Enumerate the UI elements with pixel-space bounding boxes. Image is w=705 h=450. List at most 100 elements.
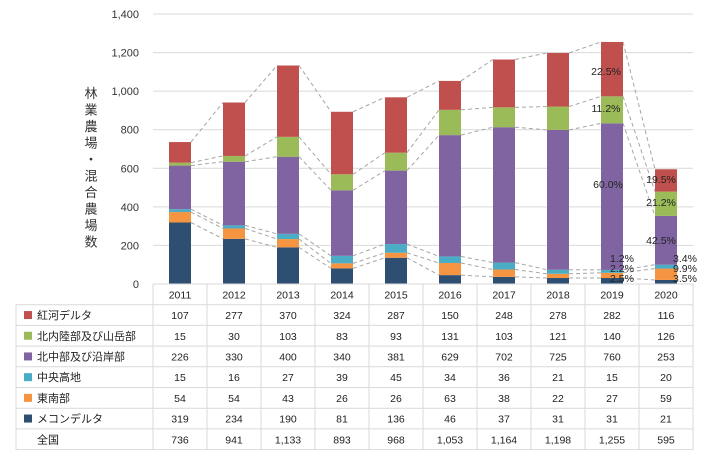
data-label: 400 [279,351,297,363]
data-label: 278 [549,310,567,322]
data-label: 107 [171,310,189,322]
y-axis-title-char: ・ [84,152,97,167]
bar-segment [385,252,407,258]
connector-line [406,109,440,153]
bar-segment [439,135,461,257]
percentage-label: 3.4% [673,253,697,265]
connector-line [190,161,224,167]
bar-segment [277,239,299,248]
data-label: 126 [657,331,675,343]
data-label: 45 [390,372,402,384]
data-label: 319 [171,414,189,426]
data-label: 324 [333,310,351,322]
connector-line [244,227,278,240]
bar-segment [331,174,353,191]
bar-segment [493,127,515,263]
y-axis: 0 200 400 600 800 1,000 1,200 1,400 [111,9,139,291]
x-tick-label: 2015 [384,289,408,301]
percentage-label: 2.2% [610,263,634,275]
y-axis-title-char: 場 [84,218,97,233]
legend-swatch [24,352,32,361]
data-label: 46 [444,414,456,426]
data-label: 21 [552,372,564,384]
data-label: 37 [498,414,510,426]
connector-line [622,123,656,217]
bar-segment [277,65,299,137]
connector-line [190,211,224,229]
bar-segment [547,129,569,270]
connector-line [514,269,548,275]
y-tick-label: 600 [121,163,139,175]
data-label: 282 [603,310,621,322]
connector-line [190,208,224,226]
data-label: 15 [174,331,186,343]
data-label: 31 [552,414,564,426]
bar-segment [169,165,191,210]
bar-segment [547,52,569,107]
connector-line [298,233,332,257]
data-label: 277 [225,310,243,322]
connector-line [460,126,494,136]
legend-swatch [24,414,32,423]
connector-line [406,257,440,276]
data-label: 150 [441,310,459,322]
percentage-annotations: 22.5% 11.2% 60.0% 1.2%2.2%2.5% 19.5% 21.2% 42.… [591,66,697,285]
connector-line [568,272,602,275]
connector-line [406,252,440,264]
percentage-label: 19.5% [646,174,676,186]
total-value: 736 [171,434,189,446]
connector-line [298,156,332,191]
connector-line [406,80,440,98]
data-label: 26 [390,393,402,405]
data-label: 234 [225,414,243,426]
bar-segment [493,262,515,270]
bar-segment [169,162,191,166]
percentage-label: 22.5% [591,66,621,78]
bar-segment [223,238,245,284]
bar-segment [655,191,677,216]
connector-line [514,126,548,131]
bars [169,41,677,284]
bar-segment [223,225,245,229]
data-label: 226 [171,351,189,363]
connector-line [514,262,548,271]
connector-line [568,122,602,131]
data-label: 248 [495,310,513,322]
bar-segment [493,276,515,284]
x-tick-label: 2019 [600,289,624,301]
total-value: 893 [333,434,351,446]
data-label: 59 [660,393,672,405]
data-label: 54 [228,393,240,405]
percentage-label: 42.5% [646,235,676,247]
data-label: 190 [279,414,297,426]
legend-label: 中央高地 [37,370,81,384]
y-tick-label: 0 [133,279,139,291]
percentage-label: 9.9% [673,263,697,275]
y-axis-title-char: 農 [84,119,97,134]
connector-line [244,136,278,157]
bar-segment [223,161,245,226]
bar-segment [655,279,677,284]
data-label: 116 [658,310,675,322]
connector-line [190,102,224,143]
connector-line [514,106,548,108]
data-label: 340 [333,351,351,363]
x-tick-label: 2017 [492,289,516,301]
connector-line [298,246,332,269]
total-value: 1,053 [437,434,463,446]
connector-line [406,243,440,257]
bar-segment [601,278,623,284]
y-axis-title-char: 合 [84,185,97,200]
connector-line [352,152,386,175]
bar-segment [439,275,461,284]
bar-segment [601,123,623,270]
y-tick-label: 1,000 [111,86,139,98]
bar-segment [547,273,569,279]
bar-segment [385,170,407,245]
legend-swatch [24,373,32,382]
data-label: 629 [441,351,459,363]
data-label: 16 [228,372,240,384]
data-label: 39 [336,372,348,384]
x-tick-label: 2013 [276,289,300,301]
data-label: 760 [603,351,621,363]
